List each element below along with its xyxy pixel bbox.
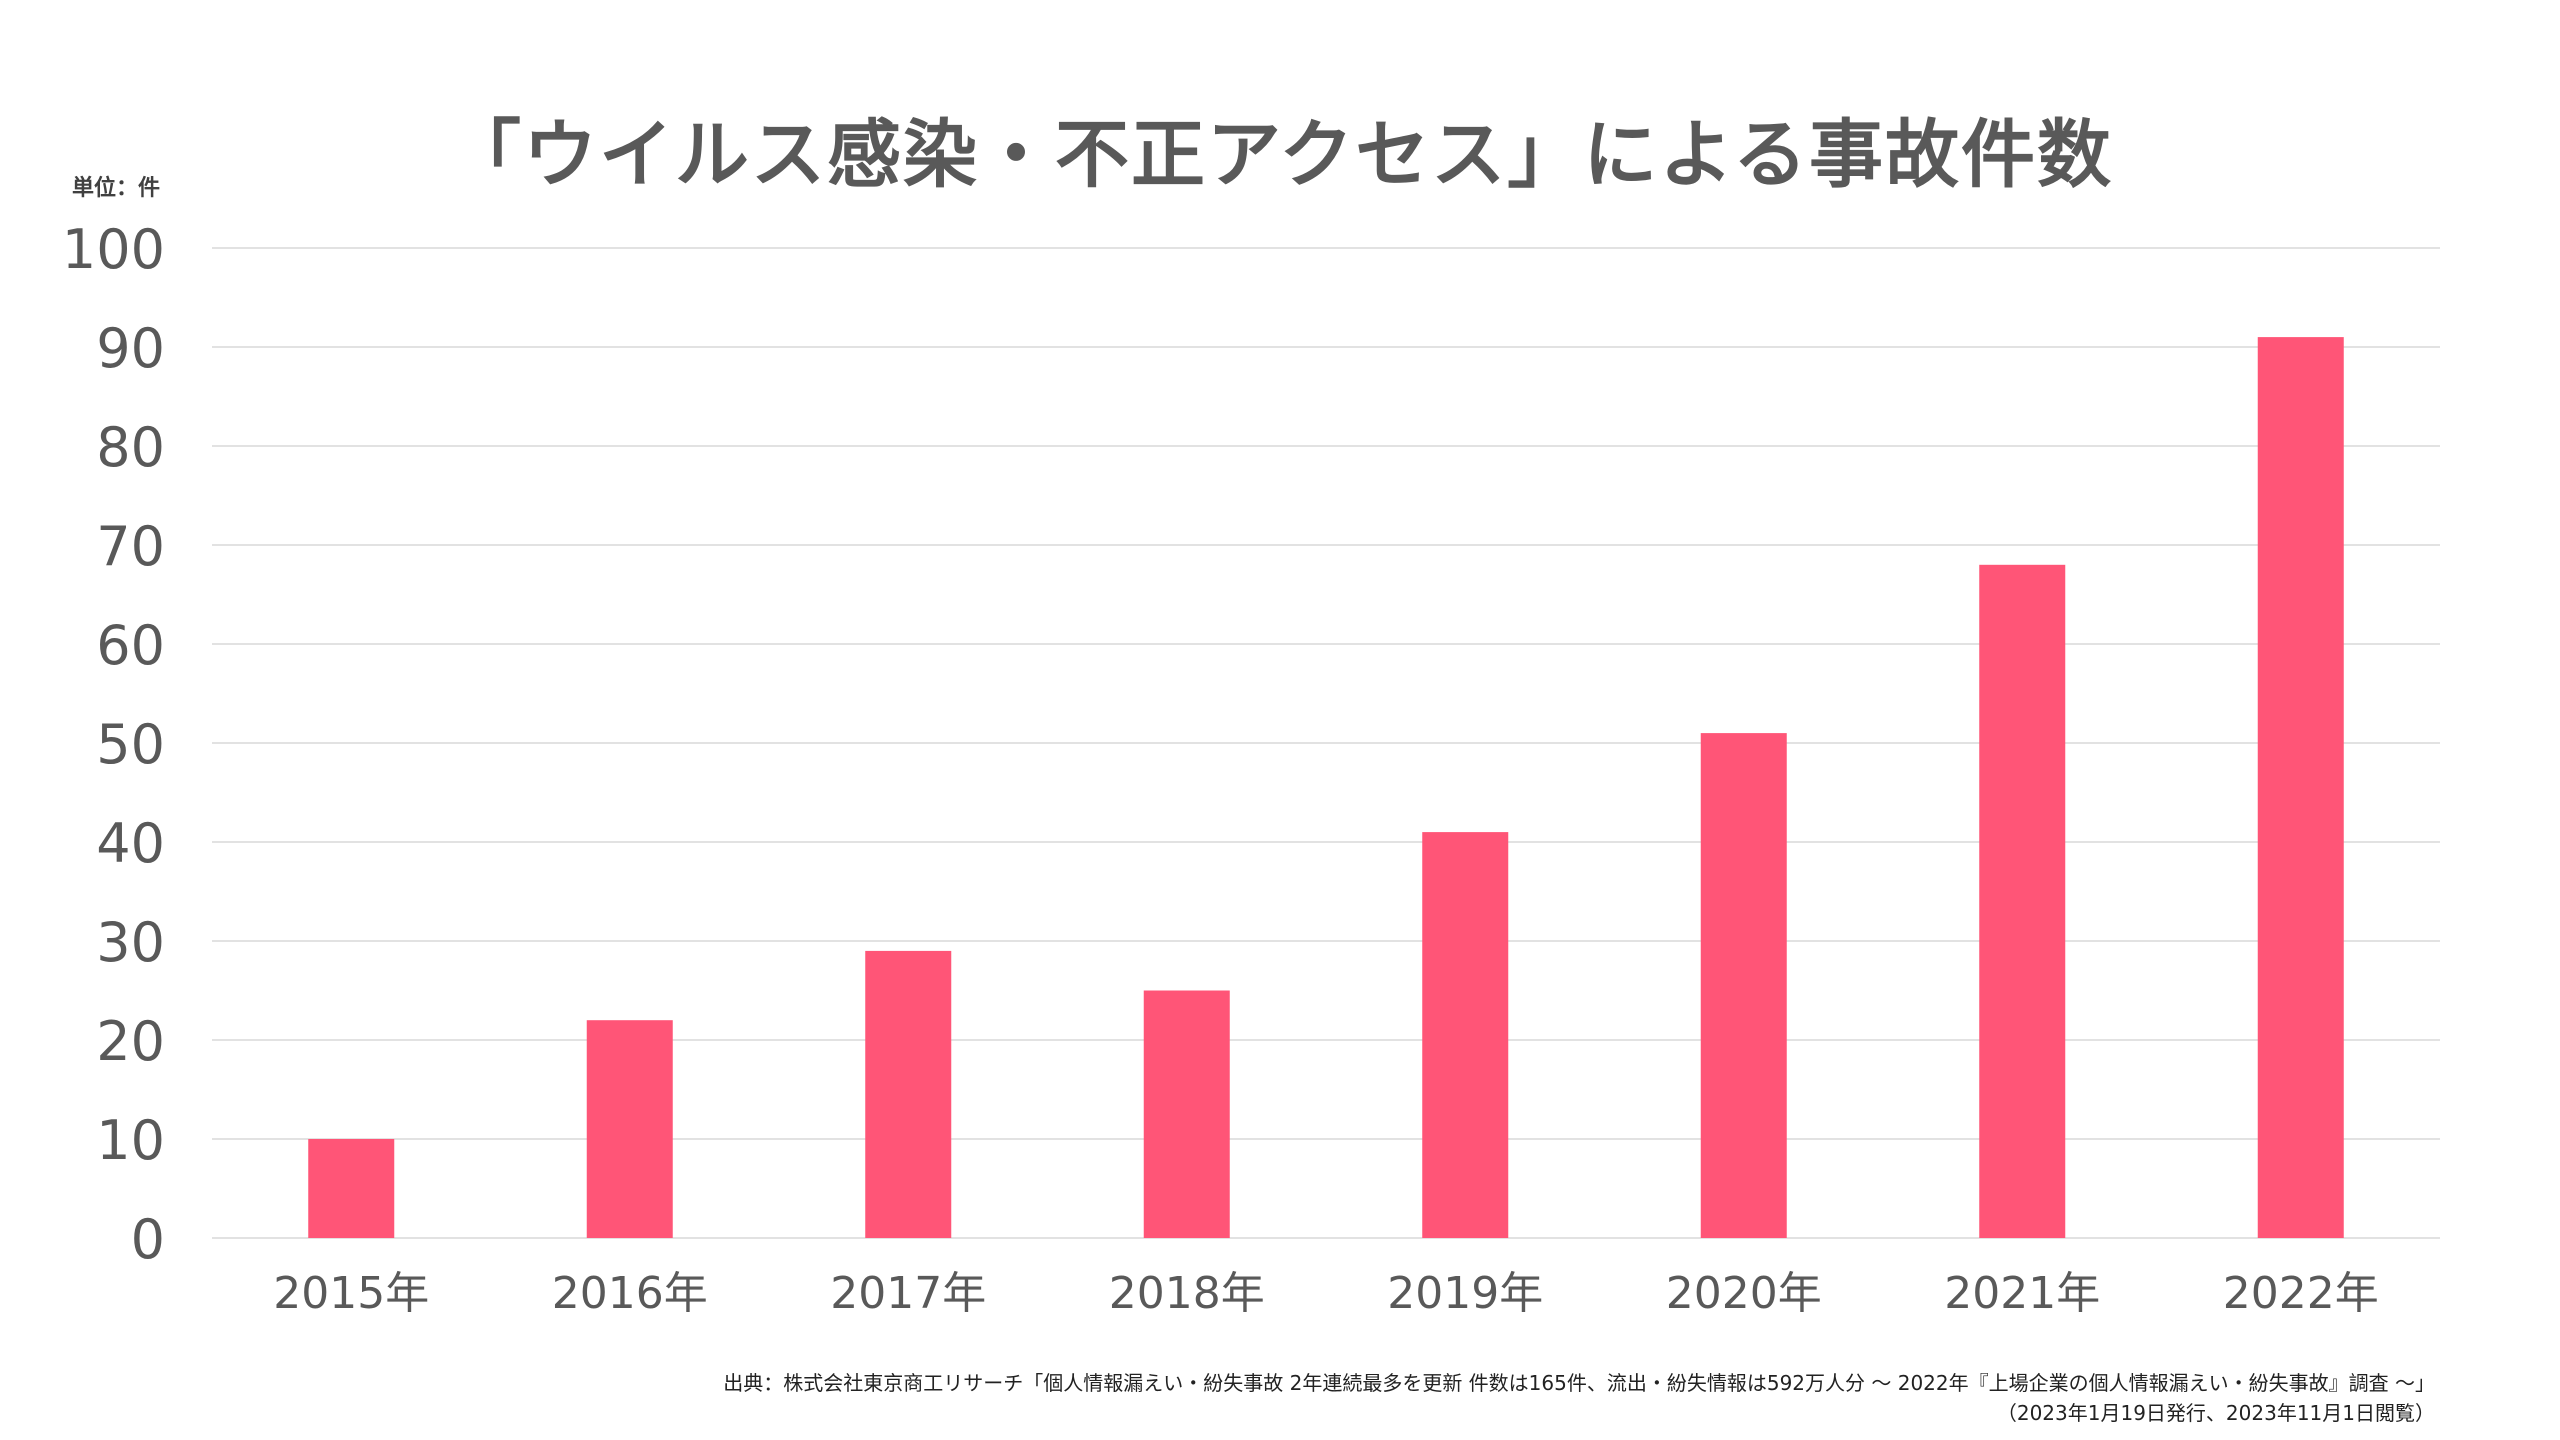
y-tick-label: 30 xyxy=(96,911,165,974)
unit-label: 単位：件 xyxy=(72,176,161,201)
y-tick-label: 20 xyxy=(96,1010,165,1073)
y-tick-label: 50 xyxy=(96,713,165,776)
source-note: 出典：株式会社東京商工リサーチ「個人情報漏えい・紛失事故 2年連続最多を更新 件… xyxy=(723,1368,2435,1428)
grid-lines xyxy=(212,247,2440,1239)
bar-2015年 xyxy=(308,1139,395,1238)
x-tick-label: 2021年 xyxy=(1944,1268,2100,1319)
bar-2021年 xyxy=(1979,564,2066,1238)
bar-2020年 xyxy=(1700,733,1787,1238)
x-tick-label: 2016年 xyxy=(552,1268,708,1319)
bar-2017年 xyxy=(865,950,952,1238)
bar-2018年 xyxy=(1143,990,1230,1238)
chart-title: 「ウイルス感染・不正アクセス」による事故件数 xyxy=(446,112,2114,198)
source-line-1: 出典：株式会社東京商工リサーチ「個人情報漏えい・紛失事故 2年連続最多を更新 件… xyxy=(723,1371,2435,1395)
x-tick-label: 2018年 xyxy=(1109,1268,1265,1319)
y-tick-label: 90 xyxy=(96,317,165,380)
y-tick-label: 70 xyxy=(96,515,165,578)
y-tick-label: 40 xyxy=(96,812,165,875)
x-tick-label: 2015年 xyxy=(273,1268,429,1319)
y-tick-label: 100 xyxy=(62,218,165,281)
x-tick-label: 2022年 xyxy=(2223,1268,2379,1319)
y-tick-label: 60 xyxy=(96,614,165,677)
x-tick-label: 2020年 xyxy=(1666,1268,1822,1319)
x-tick-label: 2019年 xyxy=(1387,1268,1543,1319)
bar-2019年 xyxy=(1422,832,1509,1238)
bars xyxy=(308,337,2344,1239)
y-tick-label: 10 xyxy=(96,1109,165,1172)
y-axis-ticks: 0 10 20 30 40 50 60 70 80 90 100 xyxy=(62,218,165,1271)
bar-2022年 xyxy=(2257,337,2344,1239)
source-line-2: （2023年1月19日発行、2023年11月1日閲覧） xyxy=(1996,1401,2435,1425)
bar-2016年 xyxy=(586,1020,673,1238)
x-tick-label: 2017年 xyxy=(830,1268,986,1319)
y-tick-label: 80 xyxy=(96,416,165,479)
y-tick-label: 0 xyxy=(131,1208,165,1271)
x-axis-ticks: 2015年 2016年 2017年 2018年 2019年 2020年 2021年 2022年 xyxy=(273,1268,2378,1319)
